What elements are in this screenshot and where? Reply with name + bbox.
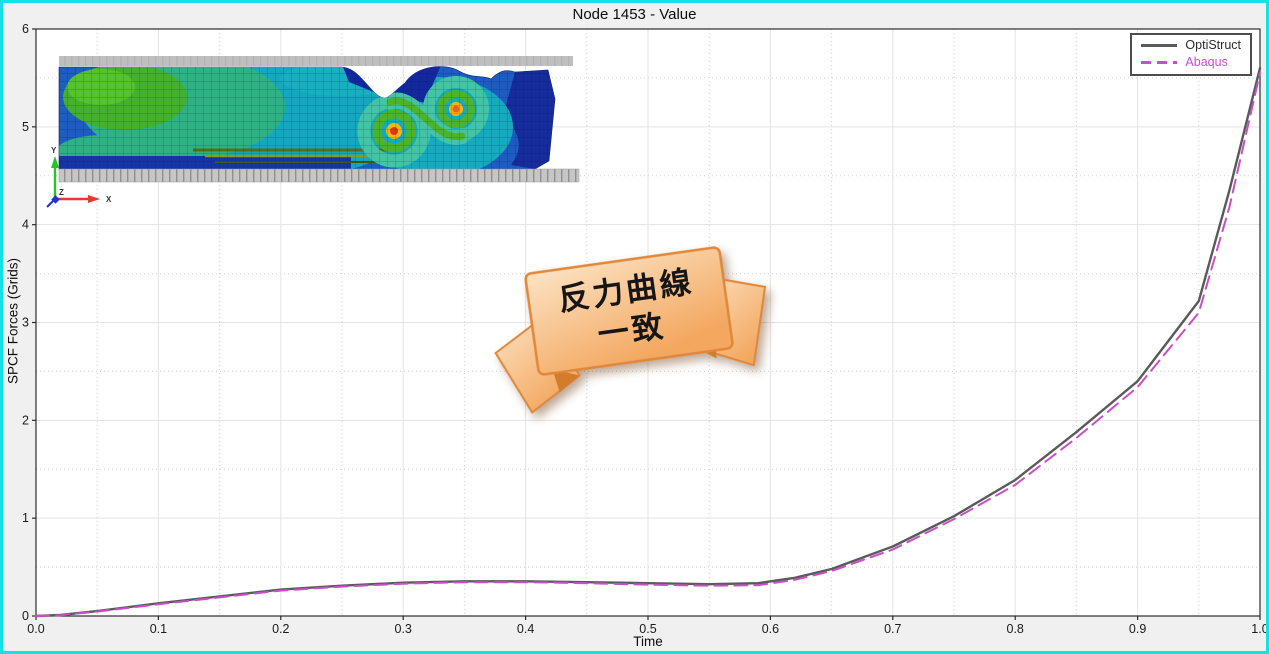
svg-text:0.8: 0.8 [1007, 622, 1024, 636]
svg-text:5: 5 [22, 120, 29, 134]
legend-label: OptiStruct [1185, 38, 1241, 52]
svg-text:1: 1 [22, 511, 29, 525]
svg-text:0.6: 0.6 [762, 622, 779, 636]
triad-y-label: Y [51, 146, 57, 155]
legend-item-optistruct: OptiStruct [1141, 38, 1241, 52]
svg-text:1.0: 1.0 [1251, 622, 1268, 636]
svg-text:0.7: 0.7 [884, 622, 901, 636]
svg-text:0.2: 0.2 [272, 622, 289, 636]
x-axis-label: Time [633, 634, 663, 649]
axis-ticks-and-labels: 0.0 0.1 0.2 0.3 0.4 0.5 0.6 0.7 0.8 0.9 1.0 0 1 2 3 4 5 6 [22, 22, 1268, 636]
svg-text:3: 3 [22, 316, 29, 330]
svg-text:0.5: 0.5 [639, 622, 656, 636]
series-line-abaqus [35, 72, 1261, 617]
triad-x-label: X [106, 195, 112, 204]
svg-text:0: 0 [22, 609, 29, 623]
annotation-ribbon: 反力曲線 一致 [477, 227, 782, 423]
legend-label: Abaqus [1185, 55, 1228, 69]
svg-text:4: 4 [22, 218, 29, 232]
legend-line-swatch-dashed [1141, 60, 1178, 64]
chart-title: Node 1453 - Value [572, 6, 697, 23]
ribbon-text-line2: 一致 [595, 308, 668, 353]
fea-contour-inset: Y X Z [46, 56, 580, 208]
legend-line-swatch-solid [1141, 43, 1178, 47]
legend: OptiStruct Abaqus [1130, 33, 1252, 76]
triad-z-label: Z [59, 188, 64, 197]
y-axis-label: SPCF Forces (Grids) [5, 257, 21, 385]
bottom-wall-bar [58, 168, 580, 183]
contour-layers [59, 66, 555, 170]
svg-text:0.4: 0.4 [517, 622, 534, 636]
ribbon-shape [494, 246, 767, 414]
top-wall-bar [59, 56, 573, 66]
svg-text:0.1: 0.1 [150, 622, 167, 636]
svg-text:6: 6 [22, 22, 29, 36]
svg-text:0.0: 0.0 [27, 622, 44, 636]
svg-text:2: 2 [22, 413, 29, 427]
legend-item-abaqus: Abaqus [1141, 55, 1241, 69]
svg-text:0.9: 0.9 [1129, 622, 1146, 636]
svg-text:0.3: 0.3 [395, 622, 412, 636]
series-line-optistruct [34, 66, 1262, 618]
